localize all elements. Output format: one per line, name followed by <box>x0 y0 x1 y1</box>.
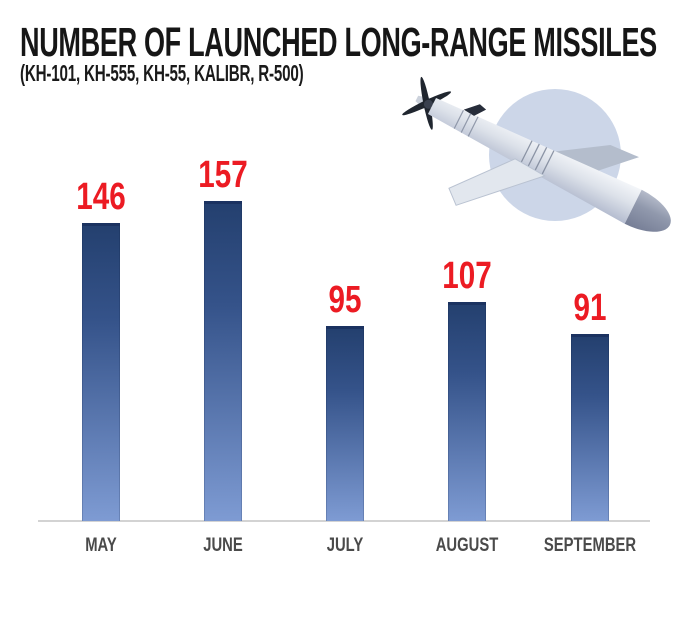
x-axis-label: MAY <box>84 535 117 556</box>
bar-value-label: 95 <box>328 279 362 321</box>
bar <box>448 302 487 521</box>
x-axis-label: JUNE <box>203 535 243 556</box>
page-subtitle: (KH-101, KH-555, KH-55, KALIBR, R-500) <box>20 60 304 86</box>
x-axis-label: AUGUST <box>436 535 499 556</box>
bar-value-label: 107 <box>442 255 493 297</box>
x-axis-label: JULY <box>326 535 364 556</box>
x-axis-line <box>38 520 650 522</box>
missile-illustration <box>388 68 690 238</box>
bar-value-label: 157 <box>198 154 248 196</box>
bar-value-label: 91 <box>573 287 607 329</box>
bar <box>203 201 242 521</box>
x-axis-label: SEPTEMBER <box>543 535 636 556</box>
cruise-missile-icon <box>402 76 671 232</box>
bar <box>570 334 609 521</box>
bar <box>81 223 120 521</box>
bar <box>326 326 365 521</box>
page-title: NUMBER OF LAUNCHED LONG-RANGE MISSILES <box>20 19 657 65</box>
bar-value-label: 146 <box>75 176 126 218</box>
